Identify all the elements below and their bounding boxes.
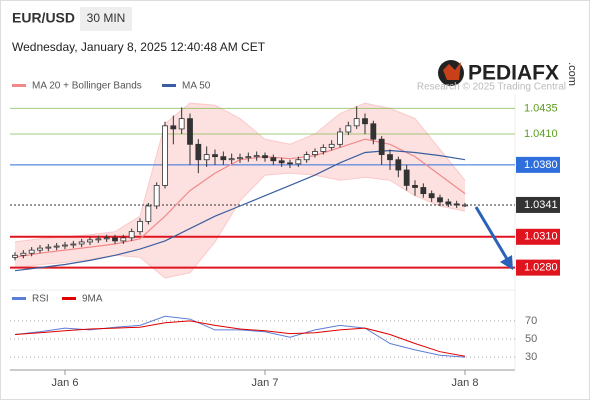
- candle-body: [228, 158, 235, 161]
- y-tick-label: 50: [525, 333, 537, 345]
- candle-body: [62, 244, 68, 247]
- candle-body: [212, 154, 218, 158]
- level-label: 1.0435: [524, 102, 558, 114]
- level-label: 1.0380: [524, 159, 558, 171]
- candle-body: [253, 155, 260, 158]
- logo-mark: [443, 62, 461, 80]
- candle-body: [362, 118, 368, 125]
- legend-swatch: [62, 297, 76, 300]
- candle-body: [237, 157, 243, 160]
- candle-body: [353, 118, 360, 127]
- candle-body: [195, 143, 202, 161]
- level-label: 1.0410: [524, 128, 558, 140]
- candle-body: [370, 123, 377, 140]
- candle-body: [428, 193, 435, 199]
- candle-body: [445, 201, 452, 205]
- legend-label: MA 20 + Bollinger Bands: [32, 81, 142, 92]
- candle-body: [320, 147, 327, 152]
- timeframe: 30 MIN: [87, 11, 126, 25]
- forecast-arrow: [474, 206, 513, 270]
- rsi-line: [14, 320, 466, 357]
- timestamp: Wednesday, January 8, 2025 12:40:48 AM C…: [12, 40, 266, 54]
- candle-body: [437, 197, 443, 203]
- candle-body: [345, 125, 352, 133]
- bollinger-band: [15, 103, 465, 278]
- candle-body: [420, 187, 427, 195]
- candle-body: [187, 118, 193, 145]
- candle-body: [128, 231, 135, 239]
- level-label-box: [516, 196, 560, 213]
- legend-label: 9MA: [82, 294, 103, 305]
- level-label: 1.0310: [524, 231, 558, 243]
- candle-body: [178, 118, 185, 130]
- logo: PEDIAFX .com Research © 2025 Trading Cen…: [417, 60, 578, 93]
- candle-body: [120, 237, 127, 242]
- legend-label: RSI: [32, 294, 49, 305]
- candle-body: [20, 252, 27, 256]
- y-tick-label: 30: [525, 351, 537, 363]
- candle-body: [453, 203, 460, 206]
- credit: Research © 2025 Trading Central: [417, 82, 566, 93]
- candle-body: [245, 156, 252, 159]
- candle-body: [203, 154, 210, 161]
- candle-body: [303, 154, 310, 161]
- x-tick-label: Jan 8: [452, 377, 479, 389]
- legend-swatch: [12, 297, 26, 300]
- timeframe-box: [80, 7, 132, 31]
- level-label: 1.0341: [524, 199, 558, 211]
- x-tick-label: Jan 6: [52, 377, 79, 389]
- rsi-line: [14, 315, 466, 358]
- candle-body: [278, 160, 285, 164]
- y-tick-label: 70: [525, 315, 537, 327]
- candle-body: [162, 125, 168, 186]
- candle-body: [45, 246, 52, 249]
- candle-body: [328, 143, 335, 148]
- candle-body: [145, 205, 152, 222]
- candle-body: [53, 245, 60, 248]
- candle-body: [170, 125, 177, 130]
- x-tick-label: Jan 7: [252, 377, 279, 389]
- candle-body: [95, 238, 102, 241]
- candle-body: [387, 154, 393, 161]
- arrow-head: [500, 255, 513, 270]
- candle-body: [12, 254, 18, 258]
- candle-body: [78, 241, 85, 245]
- candle-body: [112, 237, 118, 242]
- candle-body: [28, 249, 35, 254]
- candle-body: [262, 155, 268, 159]
- candle-body: [337, 131, 343, 145]
- level-label: 1.0280: [524, 262, 558, 274]
- candle-body: [137, 220, 143, 233]
- candle-body: [87, 239, 93, 243]
- arrow-shaft: [474, 206, 509, 260]
- candle-body: [220, 156, 227, 161]
- candle-body: [378, 138, 385, 155]
- candle-body: [295, 159, 302, 165]
- brand-suffix: .com: [566, 62, 578, 86]
- candle-body: [153, 185, 160, 207]
- candle-body: [70, 243, 77, 246]
- band-lower: [14, 172, 466, 279]
- candle-body: [287, 162, 293, 165]
- candle-body: [395, 159, 402, 171]
- candle-body: [37, 247, 43, 251]
- legend-swatch: [162, 84, 176, 87]
- candle-body: [403, 169, 410, 186]
- candle-body: [412, 185, 418, 188]
- candle-body: [312, 151, 318, 155]
- legend-swatch: [12, 84, 26, 87]
- level-label-box: [516, 228, 560, 245]
- brand-name: PEDIAFX: [468, 62, 559, 85]
- level-label-box: [516, 156, 560, 173]
- candle-body: [103, 237, 110, 240]
- legend-label: MA 50: [182, 81, 211, 92]
- candle-body: [462, 204, 468, 207]
- level-label-box: [516, 259, 560, 276]
- candle-body: [270, 157, 277, 162]
- symbol: EUR/USD: [12, 10, 75, 26]
